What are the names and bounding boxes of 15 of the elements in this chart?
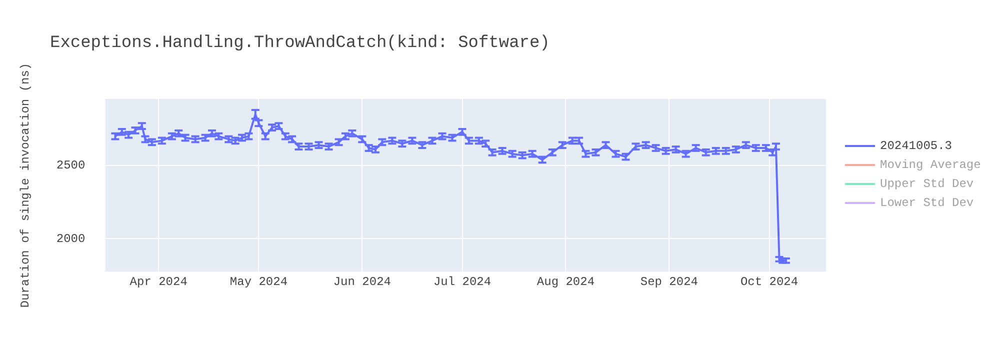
- legend-label: Lower Std Dev: [880, 196, 974, 210]
- y-tick-label: 2500: [56, 158, 86, 173]
- x-tick-label: Jun 2024: [333, 274, 391, 289]
- y-axis-title: Duration of single invocation (ns): [18, 62, 32, 308]
- legend-label: Upper Std Dev: [880, 176, 974, 190]
- x-tick-label: May 2024: [230, 274, 288, 289]
- legend-label: 20241005.3: [880, 138, 952, 152]
- legend-label: Moving Average: [880, 158, 981, 172]
- chart-title: Exceptions.Handling.ThrowAndCatch(kind: Software): [50, 34, 550, 53]
- x-tick-label: Apr 2024: [130, 274, 188, 289]
- x-tick-label: Aug 2024: [536, 274, 595, 289]
- y-tick-label: 2000: [56, 232, 86, 246]
- x-tick-label: Oct 2024: [740, 274, 798, 289]
- x-tick-label: Jul 2024: [433, 274, 492, 289]
- x-tick-label: Sep 2024: [640, 274, 698, 289]
